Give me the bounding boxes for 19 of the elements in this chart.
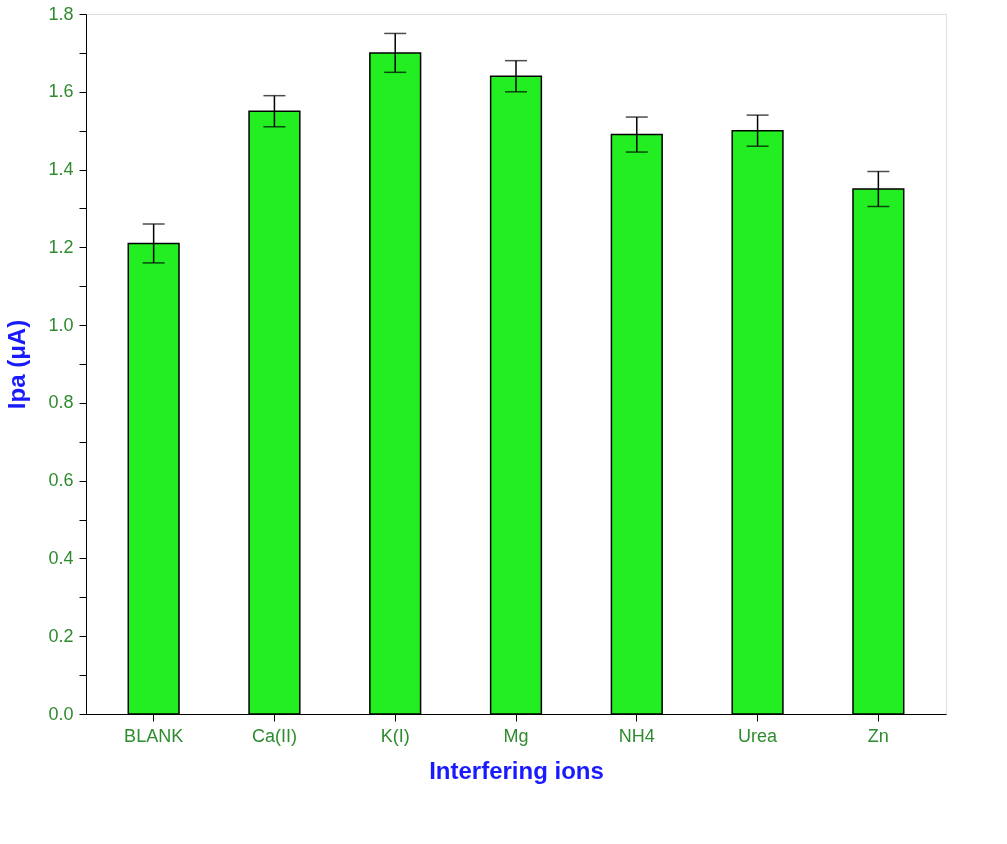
x-tick-label: NH4 <box>618 725 655 746</box>
x-tick-label: Urea <box>738 725 779 746</box>
y-tick-label: 1.2 <box>48 236 74 257</box>
y-tick-label: 0.2 <box>48 625 74 646</box>
x-tick-label: Ca(II) <box>251 725 297 746</box>
y-tick-label: 1.6 <box>48 81 74 102</box>
y-tick-label: 1.4 <box>48 159 74 180</box>
x-tick-label: K(I) <box>380 725 410 746</box>
y-tick-label: 0.4 <box>48 547 74 568</box>
x-tick-label: Mg <box>503 725 529 746</box>
x-tick-label: BLANK <box>124 725 184 746</box>
y-tick-label: 1.0 <box>48 314 74 335</box>
y-axis-title: Ipa (μA) <box>3 319 31 410</box>
y-tick-label: 0.6 <box>48 470 74 491</box>
y-tick-label: 1.8 <box>48 3 74 24</box>
y-tick-label: 0.0 <box>48 703 74 724</box>
x-axis-title: Interfering ions <box>429 756 604 784</box>
y-tick-label: 0.8 <box>48 392 74 413</box>
x-tick-label: Zn <box>867 725 889 746</box>
